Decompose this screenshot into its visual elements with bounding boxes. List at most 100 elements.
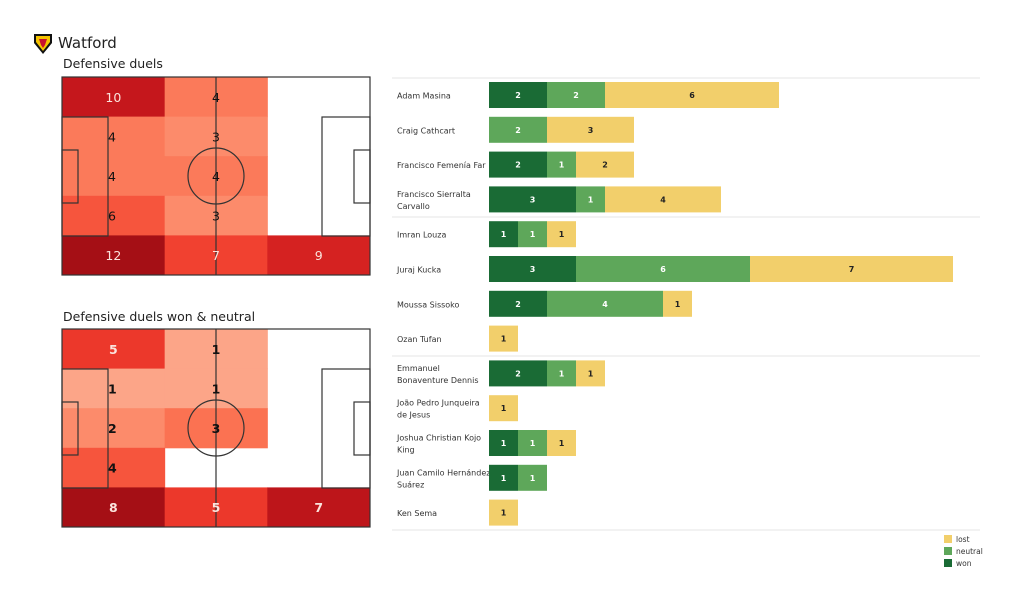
player-name: Ozan Tufan [397, 335, 442, 344]
player-name: Juan Camilo Hernández [396, 468, 490, 477]
player-name: Suárez [397, 480, 424, 489]
left-goal-box [61, 401, 79, 456]
bar-segment-won [489, 151, 547, 178]
legend-swatch-neutral [944, 547, 952, 555]
heatmap-value-label: 12 [105, 248, 121, 263]
heatmap-value-label: 4 [108, 461, 117, 476]
heatmap-value-label: 1 [212, 381, 221, 396]
bar-segment-lost [547, 116, 634, 143]
bar-segment-won [489, 186, 576, 213]
player-row: Juan Camilo Hernández Suárez 1 1 [396, 464, 547, 491]
heatmap-value-label: 3 [212, 421, 221, 436]
bar-segment-neutral [518, 221, 547, 248]
legend-label-lost: lost [956, 535, 970, 544]
pitch-lines [61, 76, 371, 276]
bar-value-label: 2 [515, 300, 521, 309]
left-goal-box [61, 149, 79, 204]
bar-segment-neutral [547, 82, 605, 108]
heatmap-cell [62, 195, 166, 236]
heatmap-cell [62, 329, 166, 370]
heatmap-value-label: 1 [212, 342, 221, 357]
bar-value-label: 1 [588, 195, 594, 204]
heatmap-value-label: 2 [108, 421, 117, 436]
bar-value-label: 1 [501, 474, 507, 483]
player-row: Emmanuel Bonaventure Dennis 2 1 1 [397, 360, 605, 387]
bar-value-label: 1 [675, 300, 681, 309]
heatmap-cell [62, 447, 166, 488]
heatmap-value-label: 1 [108, 381, 117, 396]
player-name: Imran Louza [397, 231, 446, 240]
heatmap-value-label: 4 [212, 90, 220, 105]
heatmap-value-label: 3 [212, 209, 220, 224]
player-name: João Pedro Junqueira [396, 399, 480, 408]
heatmap-cell [62, 487, 166, 528]
bar-segment-won [489, 430, 518, 456]
bar-segment-won [489, 82, 547, 108]
heatmap-value-label: 5 [109, 342, 118, 357]
right-goal-box [353, 401, 371, 456]
bar-segment-neutral [576, 186, 605, 213]
bar-segment-lost [605, 186, 721, 213]
heatmap-cell [62, 116, 166, 157]
player-name: Francisco Sierralta [397, 190, 471, 199]
player-row: Joshua Christian Kojo King 1 1 1 [396, 430, 576, 456]
bar-segment-lost [547, 430, 576, 456]
bar-value-label: 3 [588, 126, 594, 135]
bar-value-label: 2 [602, 161, 608, 170]
player-name: Joshua Christian Kojo [396, 434, 481, 443]
player-row: Juraj Kucka 3 6 7 [396, 256, 953, 282]
heatmap-cell [267, 487, 371, 528]
player-name: Carvallo [397, 202, 430, 211]
player-name: Bonaventure Dennis [397, 376, 478, 385]
bar-segment-neutral [547, 360, 576, 387]
bar-segment-neutral [518, 464, 547, 491]
bar-value-label: 2 [515, 126, 521, 135]
bar-value-label: 1 [530, 474, 536, 483]
player-row: João Pedro Junqueira de Jesus 1 [396, 395, 518, 422]
bar-segment-won [489, 221, 518, 248]
bar-segment-neutral [547, 290, 663, 317]
team-name: Watford [58, 34, 117, 52]
player-row: Imran Louza 1 1 1 [397, 221, 576, 248]
bar-segment-lost [489, 499, 518, 526]
player-row: Francisco Sierralta Carvallo 3 1 4 [397, 186, 721, 213]
heatmap-title-won-neutral: Defensive duels won & neutral [63, 309, 256, 324]
bar-segment-lost [576, 360, 605, 387]
legend-label-neutral: neutral [956, 547, 983, 556]
heatmap-cell [62, 368, 166, 409]
bar-segment-neutral [547, 151, 576, 178]
heatmap-value-label: 5 [212, 500, 221, 515]
player-name: King [397, 446, 415, 455]
bar-value-label: 1 [559, 161, 565, 170]
bar-segment-lost [750, 256, 953, 282]
legend-swatch-won [944, 559, 952, 567]
player-name: Ken Sema [397, 509, 437, 518]
bar-value-label: 1 [588, 369, 594, 378]
heatmap-title-defensive-duels: Defensive duels [63, 56, 163, 71]
heatmap-value-label: 7 [212, 248, 220, 263]
bar-value-label: 4 [660, 195, 666, 204]
team-header: Watford [32, 31, 117, 55]
bar-segment-lost [489, 395, 518, 422]
heatmap-value-label: 4 [212, 169, 220, 184]
right-goal-box [353, 149, 371, 204]
center-circle [187, 399, 245, 457]
bar-value-label: 1 [530, 230, 536, 239]
bar-segment-won [489, 290, 547, 317]
player-row: Francisco Femenía Far 2 1 2 [397, 151, 634, 178]
heatmap-value-label: 10 [105, 90, 121, 105]
bar-segment-won [489, 256, 576, 282]
bar-value-label: 1 [501, 404, 507, 413]
bar-segment-lost [605, 82, 779, 108]
player-row: Adam Masina 2 2 6 [397, 82, 779, 108]
heatmap-value-label: 4 [108, 129, 116, 144]
bar-value-label: 6 [660, 265, 666, 274]
bar-value-label: 2 [515, 91, 521, 100]
bar-value-label: 4 [602, 300, 608, 309]
bar-value-label: 7 [849, 265, 855, 274]
watford-crest-icon [34, 34, 52, 54]
player-row: Craig Cathcart 2 3 [397, 116, 634, 143]
heatmap-cell [267, 235, 371, 276]
heatmap-value-label: 4 [108, 169, 116, 184]
